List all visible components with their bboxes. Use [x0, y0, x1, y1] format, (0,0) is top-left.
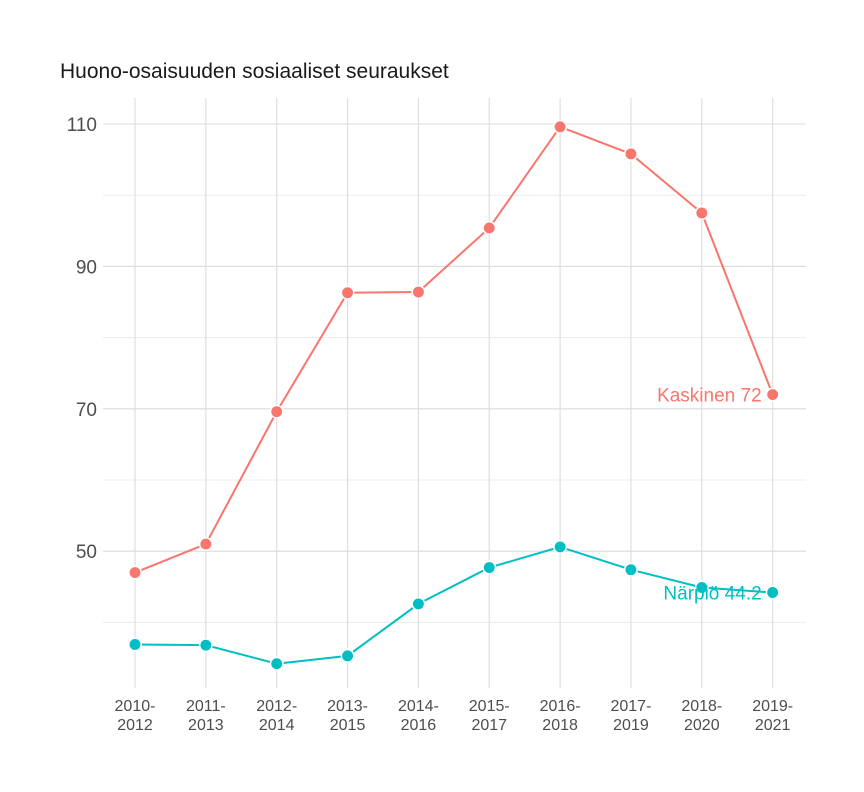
- data-point: [624, 146, 638, 161]
- data-point: [553, 539, 568, 554]
- data-point: [482, 221, 497, 235]
- x-tick-label: 2016-2018: [540, 698, 581, 734]
- x-tick-label: 2012-2014: [256, 698, 297, 734]
- x-axis: 2010-2012 2011-2013 2012-2014 2013-2015 2014…: [115, 698, 794, 734]
- data-point: [128, 565, 142, 580]
- data-point: [694, 206, 709, 220]
- data-point: [411, 596, 426, 611]
- data-point: [128, 637, 142, 652]
- end-label-series-1: Kaskinen 72: [657, 386, 762, 407]
- y-axis: 50 70 90 110: [67, 115, 97, 563]
- series-line-1: [134, 125, 774, 574]
- data-point: [411, 285, 426, 299]
- data-point: [482, 560, 497, 575]
- data-point: [340, 285, 355, 300]
- data-point: [765, 387, 780, 402]
- data-point: [269, 656, 284, 671]
- data-point: [198, 638, 213, 653]
- data-point: [269, 404, 284, 419]
- x-tick-label: 2014-2016: [398, 698, 439, 734]
- y-tick-label: 90: [76, 257, 97, 278]
- x-tick-label: 2017-2019: [610, 698, 651, 734]
- data-point: [198, 537, 213, 552]
- series-lines: [134, 125, 774, 665]
- series-line-2: [134, 545, 773, 665]
- x-tick-label: 2019-2021: [752, 698, 793, 734]
- end-labels: Kaskinen 72 Närpiö 44.2: [657, 386, 762, 605]
- chart-title: Huono-osaisuuden sosiaaliset seuraukset: [60, 60, 449, 83]
- y-tick-label: 50: [76, 542, 97, 563]
- series-points: [128, 119, 780, 671]
- y-tick-label: 70: [76, 400, 97, 421]
- x-tick-label: 2013-2015: [327, 698, 368, 734]
- x-tick-label: 2010-2012: [115, 698, 156, 734]
- data-point: [553, 119, 568, 134]
- x-tick-label: 2011-2013: [186, 698, 226, 734]
- data-point: [340, 648, 355, 663]
- data-point: [624, 562, 638, 577]
- x-tick-label: 2018-2020: [681, 698, 722, 734]
- y-tick-label: 110: [67, 115, 97, 136]
- data-point: [765, 585, 780, 600]
- end-label-series-2: Närpiö 44.2: [663, 583, 761, 604]
- data-point: [694, 580, 709, 595]
- x-tick-label: 2015-2017: [469, 698, 510, 734]
